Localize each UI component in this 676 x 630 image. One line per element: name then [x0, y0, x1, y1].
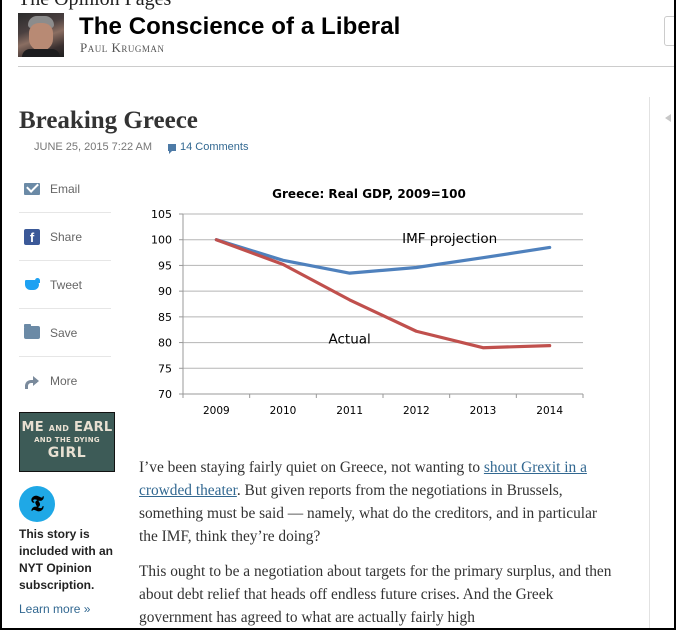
- learn-more-link[interactable]: Learn more »: [19, 602, 91, 616]
- promo-line-3: GIRL: [47, 445, 87, 461]
- y-tick-label: 85: [158, 311, 172, 324]
- avatar-face: [29, 23, 53, 51]
- article-dateline: JUNE 25, 2015 7:22 AM: [34, 141, 153, 153]
- y-tick-label: 105: [151, 208, 172, 221]
- article-paragraph: I’ve been staying fairly quiet on Greece…: [139, 459, 598, 545]
- y-tick-label: 80: [158, 337, 172, 350]
- facebook-icon: f: [24, 228, 40, 245]
- x-tick-label: 2010: [270, 405, 297, 417]
- search-button[interactable]: [664, 16, 674, 46]
- share-twitter-label: Tweet: [50, 277, 83, 292]
- comments-count: 14 Comments: [180, 141, 249, 153]
- author-avatar[interactable]: [18, 13, 64, 57]
- promo-line-1: ME AND EARL: [21, 420, 113, 435]
- x-tick-label: 2009: [203, 405, 230, 417]
- series-line-imf-projection: [214, 238, 552, 275]
- email-icon: [24, 182, 40, 195]
- share-more-button[interactable]: More: [19, 357, 111, 405]
- y-tick-label: 70: [158, 388, 172, 401]
- share-email-button[interactable]: Email: [19, 165, 111, 213]
- share-facebook-button[interactable]: f Share: [19, 213, 111, 261]
- save-button[interactable]: Save: [19, 309, 111, 357]
- y-tick-label: 90: [158, 285, 172, 298]
- save-folder-icon: [24, 324, 40, 339]
- y-tick-label: 95: [158, 259, 172, 272]
- annotation-actual: Actual: [329, 331, 371, 347]
- article-body: I’ve been staying fairly quiet on Greece…: [139, 456, 619, 628]
- gdp-chart: Greece: Real GDP, 2009=100 70 75 80 85 90 95 1…: [139, 180, 599, 425]
- share-email-label: Email: [50, 181, 81, 196]
- x-tick-label: 2012: [403, 405, 430, 417]
- nyt-logo-icon: 𝕿: [19, 486, 55, 522]
- share-more-label: More: [50, 374, 78, 388]
- annotation-imf-projection: IMF projection: [402, 231, 497, 247]
- grexit-link[interactable]: shout Grexit in a crowded theater: [139, 459, 587, 499]
- chart-title: Greece: Real GDP, 2009=100: [272, 187, 466, 201]
- share-tools: Email f Share Tweet Save More: [19, 165, 111, 405]
- save-label: Save: [50, 325, 78, 340]
- author-name[interactable]: Paul Krugman: [80, 40, 165, 55]
- movie-promo-ad[interactable]: ME AND EARL AND THE DYING GIRL: [19, 412, 115, 472]
- comment-bubble-icon: [168, 144, 176, 154]
- twitter-icon: [24, 277, 40, 293]
- blog-title[interactable]: The Conscience of a Liberal: [79, 13, 401, 40]
- series-line-actual: [214, 238, 552, 350]
- y-tick-label: 75: [158, 362, 172, 375]
- article-paragraph: This ought to be a negotiation about tar…: [139, 563, 612, 626]
- collapse-arrow-icon[interactable]: [665, 114, 671, 122]
- section-label[interactable]: The Opinion Pages: [18, 0, 171, 11]
- header-divider: [18, 66, 674, 67]
- gdp-chart-svg: Greece: Real GDP, 2009=100 70 75 80 85 90 95 1…: [151, 187, 584, 417]
- x-tick-label: 2013: [470, 405, 497, 417]
- share-twitter-button[interactable]: Tweet: [19, 261, 111, 309]
- promo-line-2: AND THE DYING: [34, 436, 100, 444]
- article-headline: Breaking Greece: [19, 107, 198, 134]
- share-facebook-label: Share: [50, 229, 83, 244]
- share-arrow-icon: [24, 373, 40, 389]
- subscription-note: This story is included with an NYT Opini…: [19, 527, 114, 592]
- x-tick-label: 2014: [536, 405, 563, 417]
- right-rail-divider: [649, 97, 650, 628]
- comments-link[interactable]: 14 Comments: [168, 141, 249, 154]
- y-tick-label: 100: [151, 234, 172, 247]
- avatar-shirt: [22, 49, 60, 57]
- x-tick-label: 2011: [336, 405, 363, 417]
